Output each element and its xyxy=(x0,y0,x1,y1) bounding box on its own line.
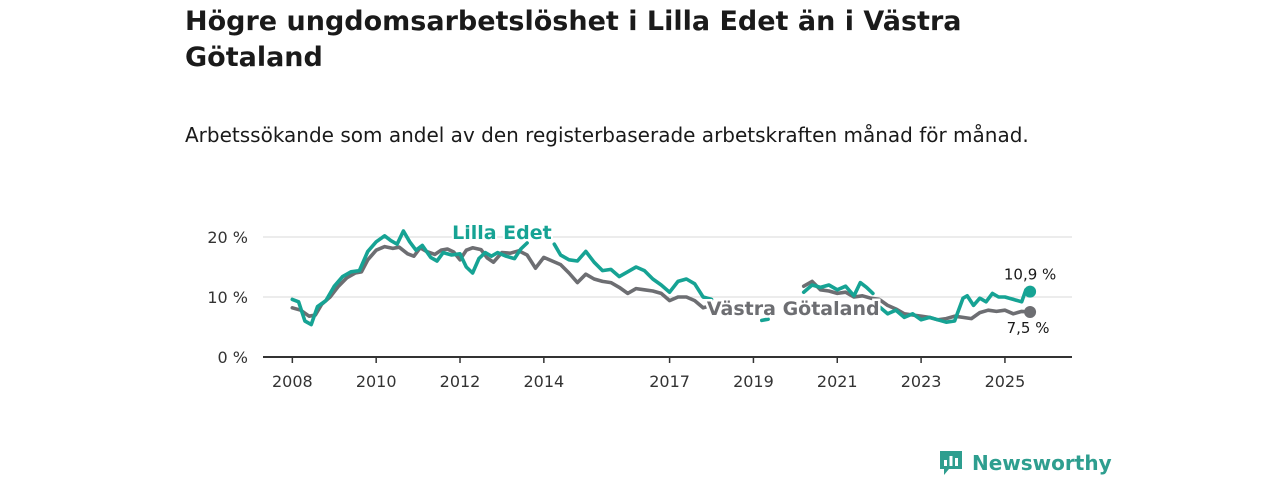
series-line-lilla-edet-2020-2025- xyxy=(801,280,875,298)
lilla-edet-end-label: 10,9 % xyxy=(1004,266,1056,284)
series-line-lilla-edet-2018-2020- xyxy=(760,317,770,323)
series-line-lilla-edet-2022-2025- xyxy=(877,288,1032,324)
x-tick-label: 2008 xyxy=(272,372,313,391)
newsworthy-logo-icon xyxy=(940,451,962,475)
line-layer xyxy=(290,229,1037,327)
x-tick-label: 2014 xyxy=(523,372,564,391)
lilla-edet-end-dot xyxy=(1024,285,1037,298)
x-tick-label: 2021 xyxy=(817,372,858,391)
series-line-v-stra-g-taland xyxy=(290,244,714,318)
chart-title: Högre ungdomsarbetslöshet i Lilla Edet ä… xyxy=(185,6,962,73)
vastra-gotaland-series-label: Västra Götaland xyxy=(707,298,880,320)
brand-name: Newsworthy xyxy=(972,451,1112,475)
newsworthy-brand[interactable]: Newsworthy xyxy=(937,448,1112,478)
lilla-edet-series-label: Lilla Edet xyxy=(452,222,552,244)
series-line-lilla-edet xyxy=(290,229,529,327)
x-tick-label: 2023 xyxy=(901,372,942,391)
label-layer: 0 % 10 % 20 % 2008 2010 2012 2014 2017 2019 2021 2… xyxy=(207,220,1056,391)
x-tick-label: 2012 xyxy=(440,372,481,391)
x-tick-label: 2010 xyxy=(356,372,397,391)
x-tick-label: 2025 xyxy=(985,372,1026,391)
x-tick-label: 2019 xyxy=(733,372,774,391)
chart-subtitle: Arbetssökande som andel av den registerb… xyxy=(185,123,1029,147)
vastra-gotaland-end-dot xyxy=(1024,306,1037,318)
series-line-lilla-edet-2014-2017- xyxy=(552,242,714,302)
y-tick-label: 0 % xyxy=(218,348,248,367)
vastra-gotaland-end-label: 7,5 % xyxy=(1007,319,1050,337)
y-tick-label: 10 % xyxy=(207,288,248,307)
y-tick-label: 20 % xyxy=(207,228,248,247)
x-tick-label: 2017 xyxy=(649,372,690,391)
